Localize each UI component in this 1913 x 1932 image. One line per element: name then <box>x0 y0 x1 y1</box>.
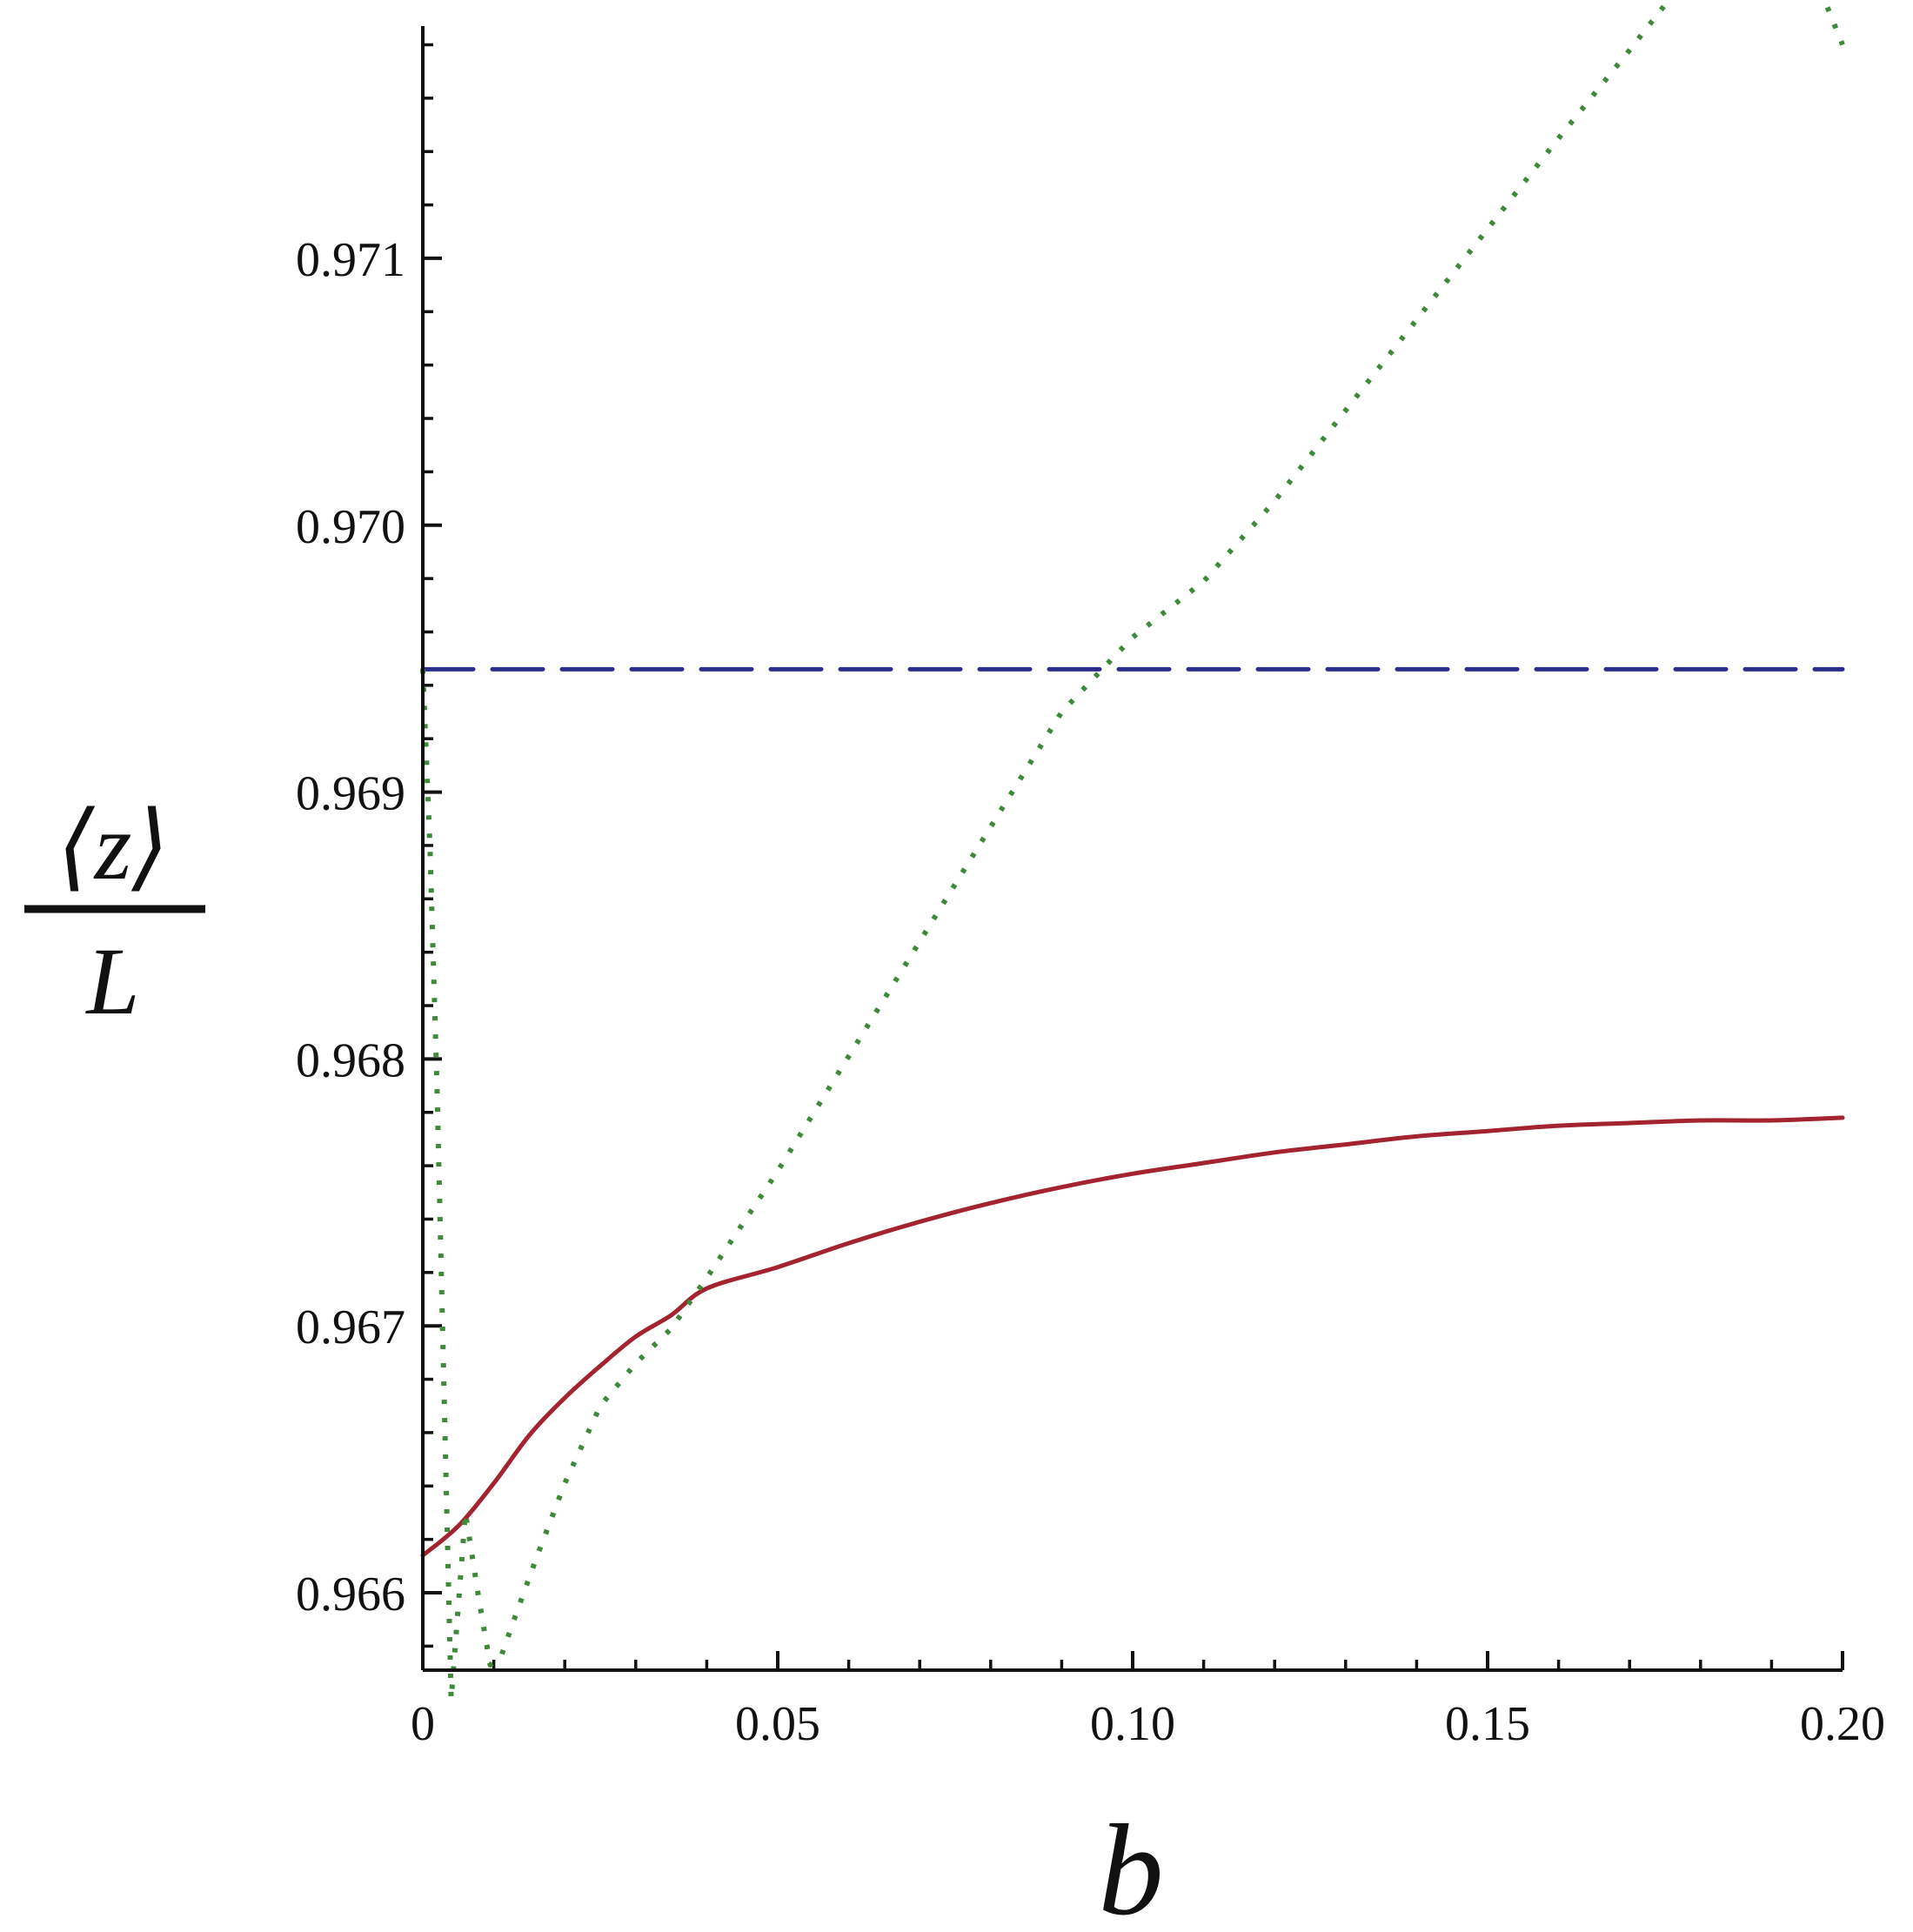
minor-ticks <box>423 43 1774 1670</box>
series-dotted-line <box>420 0 1845 1702</box>
x-tick-label: 0.10 <box>1090 1697 1175 1751</box>
series-layer <box>420 0 1845 1702</box>
y-tick-label: 0.969 <box>296 767 405 821</box>
major-ticks <box>421 256 1844 1670</box>
y-tick-label: 0.967 <box>296 1300 405 1354</box>
y-axis-title-numerator: ⟨z⟩ <box>57 793 170 899</box>
x-tick-label: 0.20 <box>1800 1697 1885 1751</box>
x-tick-label: 0.05 <box>735 1697 820 1751</box>
y-axis-title-denominator: L <box>84 928 139 1034</box>
y-tick-label: 0.971 <box>296 233 405 287</box>
x-axis-title: b <box>1099 1798 1164 1932</box>
y-tick-label: 0.968 <box>296 1033 405 1087</box>
x-tick-label: 0 <box>411 1697 435 1751</box>
y-tick-label: 0.970 <box>296 500 405 554</box>
y-tick-label: 0.966 <box>296 1568 405 1621</box>
y-axis-title: ⟨z⟩ L <box>24 793 205 1034</box>
tick-labels: 0 0.05 0.10 0.15 0.20 0.966 0.967 0.968 0.969 0.9… <box>296 233 1885 1751</box>
x-tick-label: 0.15 <box>1445 1697 1530 1751</box>
series-solid-line <box>420 1115 1845 1558</box>
